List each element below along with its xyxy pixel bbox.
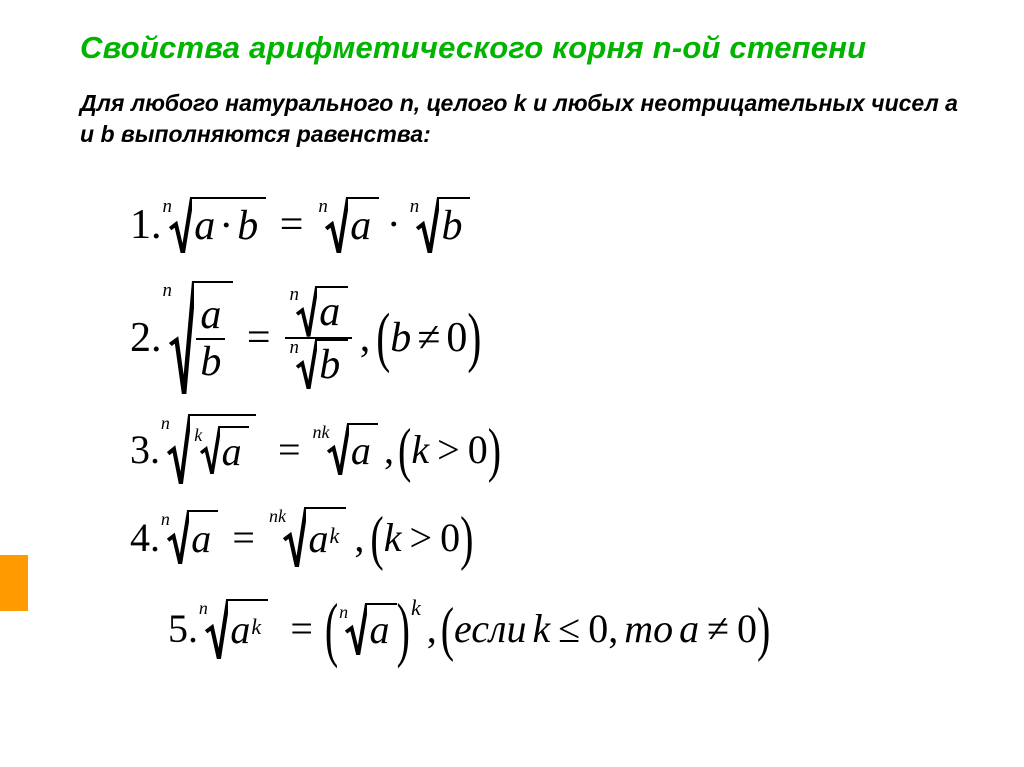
le-operator: ≤ <box>550 605 588 652</box>
radical-icon <box>200 426 220 475</box>
slide: Свойства арифметического корня n-ой степ… <box>0 0 1024 767</box>
equals-sign: = <box>233 314 285 362</box>
fraction-roots: n a n b <box>285 286 352 389</box>
radical-icon <box>169 281 194 394</box>
radical-icon <box>283 507 306 567</box>
eq-number: 5. <box>168 605 198 652</box>
radical-icon <box>325 197 348 254</box>
radical-icon <box>327 423 349 475</box>
var-b: b <box>319 343 340 387</box>
comma: , <box>346 514 370 561</box>
root-n-ab: n a · b <box>162 197 266 254</box>
var-b: b <box>390 314 411 362</box>
root-nk-a: nk a <box>313 423 379 475</box>
comma: , <box>352 314 377 362</box>
exponent-k: k <box>251 614 261 640</box>
fraction-ab: a b <box>196 293 225 383</box>
var-a: a <box>369 606 389 653</box>
radical-icon <box>416 197 439 254</box>
root-n-b: n b <box>289 339 348 389</box>
radical-icon <box>296 286 317 336</box>
dot-operator: · <box>215 202 237 250</box>
var-a: a <box>679 605 699 652</box>
eq-number: 1. <box>130 201 162 249</box>
root-n-ak: n ak <box>198 599 268 659</box>
equation-4: 4. n a = nk ak , ( k > 0 ) <box>130 493 964 581</box>
accent-tab <box>0 555 28 611</box>
comma: , <box>378 426 398 473</box>
var-b: b <box>442 202 463 250</box>
ne-operator: ≠ <box>411 314 446 362</box>
equals-sign: = <box>218 514 269 561</box>
equals-sign: = <box>278 605 325 652</box>
var-a: a <box>230 606 250 653</box>
root-n-outer: n k a <box>160 414 256 484</box>
var-k: k <box>384 514 402 561</box>
comma: , <box>421 605 441 652</box>
gt-operator: > <box>402 514 441 561</box>
var-a: a <box>194 202 215 250</box>
word-then: то <box>624 605 679 652</box>
root-n-a: n a <box>289 286 348 336</box>
var-a: a <box>351 427 371 474</box>
radical-icon <box>167 510 189 564</box>
root-n-b: n b <box>409 197 470 254</box>
lparen: ( <box>398 414 411 485</box>
zero: 0 <box>468 426 488 473</box>
radical-icon <box>169 197 192 254</box>
zero: 0 <box>588 605 608 652</box>
rparen: ) <box>757 593 770 664</box>
page-subtitle: Для любого натурального n, целого k и лю… <box>80 88 964 150</box>
var-a: a <box>196 293 225 337</box>
lparen: ( <box>441 593 454 664</box>
gt-operator: > <box>429 426 468 473</box>
equation-5: 5. n ak = ( n a ) <box>168 581 964 676</box>
root-n-a: n a <box>160 510 218 564</box>
zero: 0 <box>737 605 757 652</box>
rparen: ) <box>460 502 473 573</box>
equals-sign: = <box>266 426 313 473</box>
radical-icon <box>167 414 190 484</box>
root-n-frac: n a b <box>162 281 233 394</box>
equation-3: 3. n k a = nk a , ( k <box>130 405 964 493</box>
var-a: a <box>319 290 340 334</box>
root-n-a: n a <box>317 197 378 254</box>
var-b: b <box>237 202 258 250</box>
radical-icon <box>345 603 367 655</box>
lparen: ( <box>376 299 390 376</box>
exponent-k: k <box>329 523 339 549</box>
page-title: Свойства арифметического корня n-ой степ… <box>80 30 964 66</box>
var-a: a <box>308 515 328 562</box>
exponent-k: k <box>411 595 421 621</box>
eq-number: 4. <box>130 514 160 561</box>
rparen: ) <box>467 299 481 376</box>
root-k-inner: k a <box>192 426 248 475</box>
equation-1: 1. n a · b = n a · n b <box>130 180 964 270</box>
rparen: ) <box>397 586 410 671</box>
dot-operator: · <box>379 201 409 249</box>
var-k: k <box>532 605 550 652</box>
zero: 0 <box>446 314 467 362</box>
lparen: ( <box>325 586 338 671</box>
root-n-a: n a <box>338 603 396 655</box>
lparen: ( <box>370 502 383 573</box>
comma: , <box>608 605 624 652</box>
var-a: a <box>191 515 211 562</box>
radical-icon <box>205 599 228 659</box>
radical-icon <box>296 339 317 389</box>
zero: 0 <box>440 514 460 561</box>
root-nk-ak: nk ak <box>269 507 346 567</box>
equals-sign: = <box>266 201 318 249</box>
equation-2: 2. n a b = n a <box>130 270 964 405</box>
var-b: b <box>196 340 225 384</box>
ne-operator: ≠ <box>699 605 737 652</box>
eq-number: 3. <box>130 426 160 473</box>
word-if: если <box>454 605 532 652</box>
var-a: a <box>350 202 371 250</box>
var-k: k <box>411 426 429 473</box>
equations-list: 1. n a · b = n a · n b <box>130 180 964 676</box>
eq-number: 2. <box>130 314 162 362</box>
rparen: ) <box>488 414 501 485</box>
var-a: a <box>222 428 242 475</box>
